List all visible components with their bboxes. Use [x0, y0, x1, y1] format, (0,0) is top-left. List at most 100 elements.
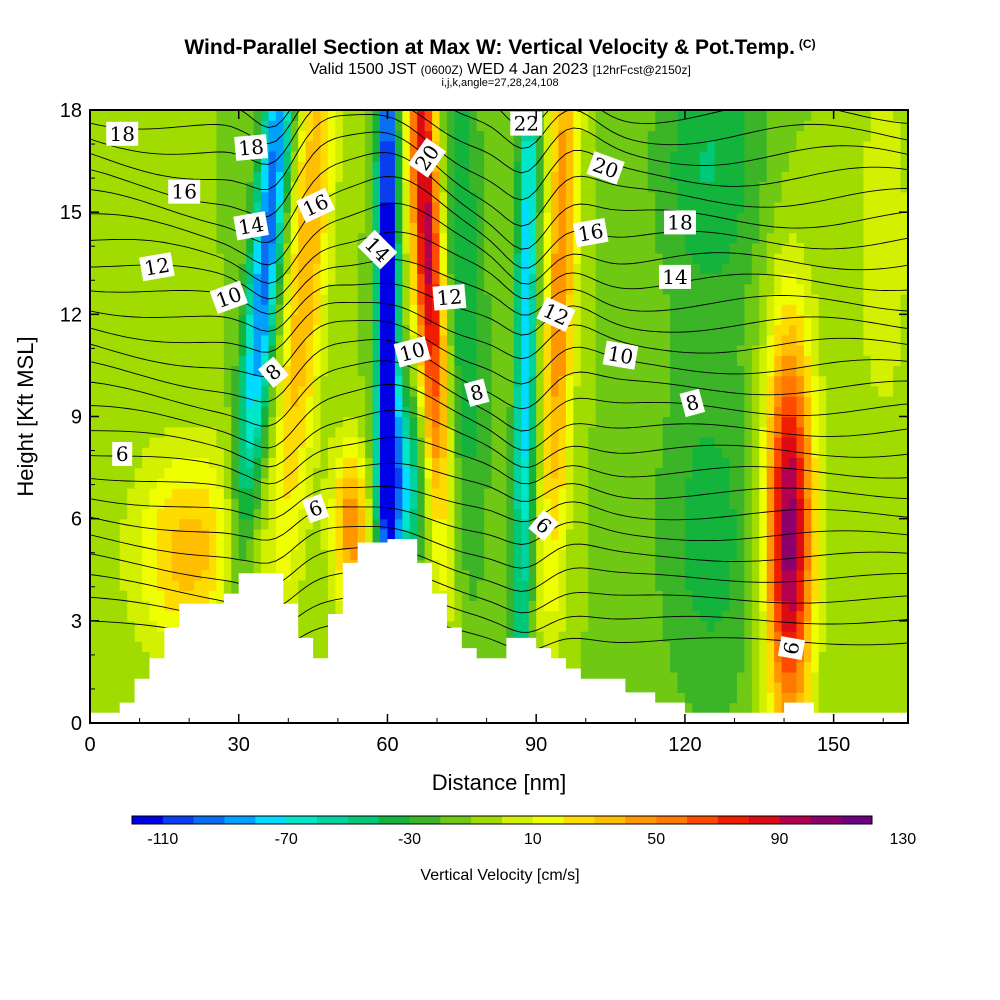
velocity-cell — [536, 549, 545, 561]
velocity-cell — [595, 620, 604, 632]
velocity-cell — [491, 559, 500, 571]
velocity-cell — [640, 273, 649, 285]
velocity-cell — [811, 641, 820, 653]
velocity-cell — [870, 477, 879, 489]
velocity-cell — [469, 631, 478, 642]
velocity-cell — [766, 447, 775, 458]
velocity-cell — [855, 334, 864, 346]
velocity-cell — [855, 396, 864, 407]
velocity-cell — [603, 651, 612, 663]
velocity-cell — [781, 436, 790, 448]
velocity-cell — [127, 498, 136, 510]
velocity-cell — [454, 590, 463, 601]
velocity-cell — [766, 396, 775, 407]
velocity-cell — [878, 355, 887, 367]
velocity-cell — [826, 355, 835, 367]
velocity-cell — [551, 436, 560, 448]
velocity-cell — [536, 610, 545, 622]
velocity-cell — [826, 426, 835, 438]
velocity-cell — [149, 569, 158, 581]
velocity-cell — [335, 334, 344, 346]
velocity-cell — [104, 508, 113, 520]
velocity-cell — [870, 447, 879, 458]
velocity-cell — [625, 293, 634, 305]
velocity-cell — [647, 396, 656, 407]
velocity-cell — [855, 477, 864, 489]
velocity-cell — [365, 263, 374, 275]
velocity-cell — [320, 477, 329, 489]
velocity-cell — [186, 253, 195, 264]
velocity-cell — [97, 549, 106, 561]
velocity-cell — [729, 416, 738, 428]
velocity-cell — [238, 324, 247, 336]
velocity-cell — [684, 344, 693, 356]
velocity-cell — [112, 559, 121, 571]
velocity-cell — [432, 355, 441, 367]
velocity-cell — [699, 651, 708, 663]
velocity-cell — [855, 539, 864, 550]
velocity-cell — [848, 283, 857, 295]
velocity-cell — [803, 436, 812, 448]
velocity-cell — [521, 344, 530, 356]
velocity-cell — [521, 416, 530, 428]
velocity-cell — [387, 314, 396, 326]
velocity-cell — [744, 365, 753, 377]
velocity-cell — [551, 324, 560, 336]
velocity-cell — [528, 467, 537, 479]
velocity-cell — [298, 539, 307, 550]
velocity-cell — [796, 661, 805, 673]
velocity-cell — [855, 375, 864, 387]
velocity-cell — [759, 600, 768, 612]
velocity-cell — [149, 559, 158, 571]
velocity-cell — [216, 457, 225, 469]
velocity-cell — [774, 334, 783, 346]
velocity-cell — [751, 477, 760, 489]
velocity-cell — [112, 590, 121, 601]
velocity-cell — [617, 549, 627, 561]
velocity-cell — [610, 375, 619, 387]
velocity-cell — [655, 447, 664, 458]
velocity-cell — [134, 528, 143, 540]
velocity-cell — [499, 508, 508, 520]
velocity-cell — [417, 263, 426, 275]
velocity-cell — [759, 610, 768, 622]
velocity-cell — [223, 579, 232, 591]
velocity-cell — [327, 344, 336, 356]
velocity-cell — [469, 528, 478, 540]
velocity-cell — [484, 293, 493, 305]
velocity-cell — [513, 488, 522, 499]
velocity-cell — [446, 304, 455, 315]
velocity-cell — [699, 426, 708, 438]
velocity-cell — [350, 416, 359, 428]
velocity-cell — [714, 528, 723, 540]
velocity-cell — [796, 528, 805, 540]
velocity-cell — [640, 406, 649, 418]
velocity-cell — [900, 365, 908, 377]
velocity-cell — [699, 579, 708, 591]
velocity-cell — [424, 436, 433, 448]
velocity-cell — [707, 355, 716, 367]
velocity-cell — [699, 620, 708, 632]
velocity-cell — [171, 477, 180, 489]
velocity-cell — [573, 641, 582, 653]
velocity-cell — [424, 293, 433, 305]
velocity-cell — [275, 447, 284, 458]
velocity-cell — [350, 273, 359, 285]
velocity-cell — [565, 365, 574, 377]
velocity-cell — [573, 498, 582, 510]
velocity-cell — [357, 263, 366, 275]
velocity-cell — [521, 365, 530, 377]
velocity-cell — [789, 579, 798, 591]
velocity-cell — [714, 467, 723, 479]
velocity-cell — [127, 620, 136, 632]
velocity-cell — [617, 641, 627, 653]
velocity-cell — [603, 641, 612, 653]
velocity-cell — [684, 498, 693, 510]
velocity-cell — [484, 283, 493, 295]
velocity-cell — [394, 304, 403, 315]
velocity-cell — [461, 426, 470, 438]
velocity-cell — [796, 692, 805, 704]
velocity-cell — [781, 620, 790, 632]
velocity-cell — [714, 488, 723, 499]
velocity-cell — [684, 488, 693, 499]
